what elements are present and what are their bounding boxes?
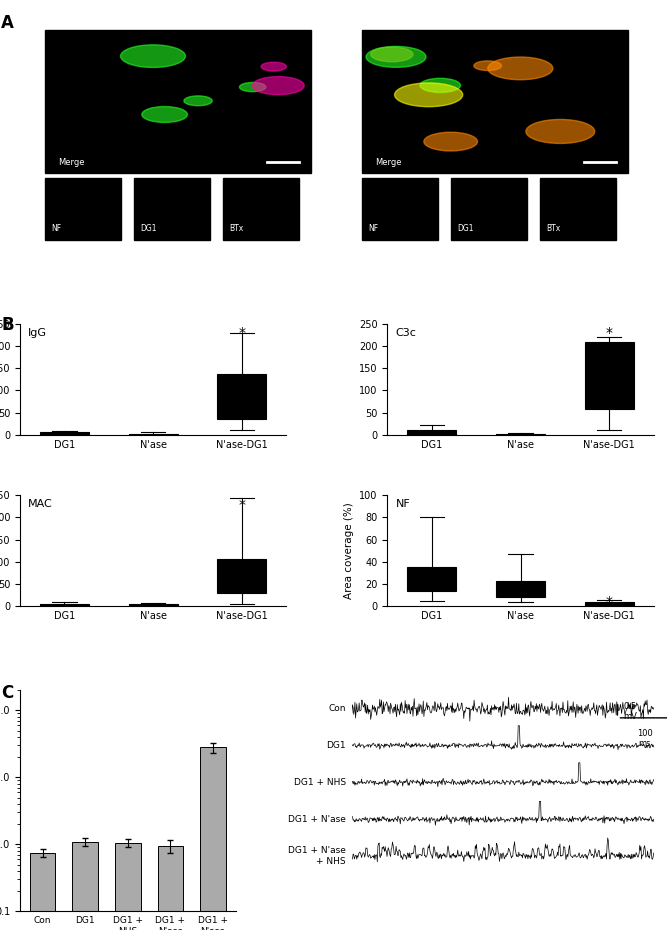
Text: DG1: DG1	[326, 741, 346, 750]
Circle shape	[474, 60, 502, 71]
Text: IgG: IgG	[28, 327, 47, 338]
FancyBboxPatch shape	[451, 178, 527, 240]
Text: DG1: DG1	[140, 224, 157, 233]
Text: Con: Con	[328, 704, 346, 713]
PathPatch shape	[496, 433, 545, 435]
Text: DG1 + N'ase: DG1 + N'ase	[288, 815, 346, 824]
PathPatch shape	[217, 559, 266, 593]
Bar	[73, 842, 98, 930]
FancyBboxPatch shape	[134, 178, 210, 240]
Text: 100
ms: 100 ms	[637, 729, 652, 749]
Text: *: *	[238, 326, 245, 340]
Circle shape	[252, 76, 304, 95]
Circle shape	[420, 78, 460, 92]
Text: *: *	[606, 595, 613, 609]
Text: Merge: Merge	[58, 158, 85, 166]
Circle shape	[142, 107, 187, 123]
FancyBboxPatch shape	[45, 30, 311, 173]
Text: Merge: Merge	[375, 158, 402, 166]
Text: BTx: BTx	[229, 224, 243, 233]
Circle shape	[261, 62, 286, 71]
Circle shape	[395, 83, 463, 107]
PathPatch shape	[40, 432, 89, 435]
FancyBboxPatch shape	[45, 178, 121, 240]
PathPatch shape	[585, 603, 634, 607]
Circle shape	[121, 45, 185, 68]
Y-axis label: Area coverage (%): Area coverage (%)	[344, 502, 354, 599]
Text: C3c: C3c	[396, 327, 416, 338]
FancyBboxPatch shape	[362, 30, 628, 173]
Circle shape	[239, 83, 266, 92]
Text: C: C	[1, 684, 13, 701]
Text: *: *	[238, 498, 245, 512]
Circle shape	[184, 96, 212, 106]
Circle shape	[526, 119, 595, 143]
Text: A: A	[1, 14, 14, 33]
Circle shape	[488, 57, 553, 80]
PathPatch shape	[129, 604, 177, 606]
PathPatch shape	[129, 433, 177, 435]
Bar	[200, 748, 225, 930]
FancyBboxPatch shape	[540, 178, 616, 240]
FancyBboxPatch shape	[362, 178, 438, 240]
Text: BTx: BTx	[546, 224, 560, 233]
PathPatch shape	[217, 374, 266, 419]
PathPatch shape	[585, 342, 634, 409]
Text: NF: NF	[396, 498, 410, 509]
Bar	[157, 846, 183, 930]
Bar	[115, 843, 141, 930]
PathPatch shape	[408, 567, 456, 591]
Bar	[30, 853, 55, 930]
PathPatch shape	[496, 581, 545, 597]
Text: MAC: MAC	[28, 498, 53, 509]
Text: *: *	[606, 326, 613, 340]
Text: NF: NF	[368, 224, 379, 233]
Circle shape	[366, 46, 426, 67]
Text: DG1 + NHS: DG1 + NHS	[293, 777, 346, 787]
FancyBboxPatch shape	[223, 178, 299, 240]
Text: B: B	[1, 316, 13, 334]
PathPatch shape	[40, 604, 89, 606]
Text: NF: NF	[51, 224, 62, 233]
Text: DG1 + N'ase
+ NHS: DG1 + N'ase + NHS	[288, 846, 346, 866]
Circle shape	[371, 47, 413, 61]
Circle shape	[424, 132, 478, 151]
Text: 0.5
mV: 0.5 mV	[624, 702, 638, 721]
Text: DG1: DG1	[458, 224, 474, 233]
PathPatch shape	[408, 431, 456, 434]
